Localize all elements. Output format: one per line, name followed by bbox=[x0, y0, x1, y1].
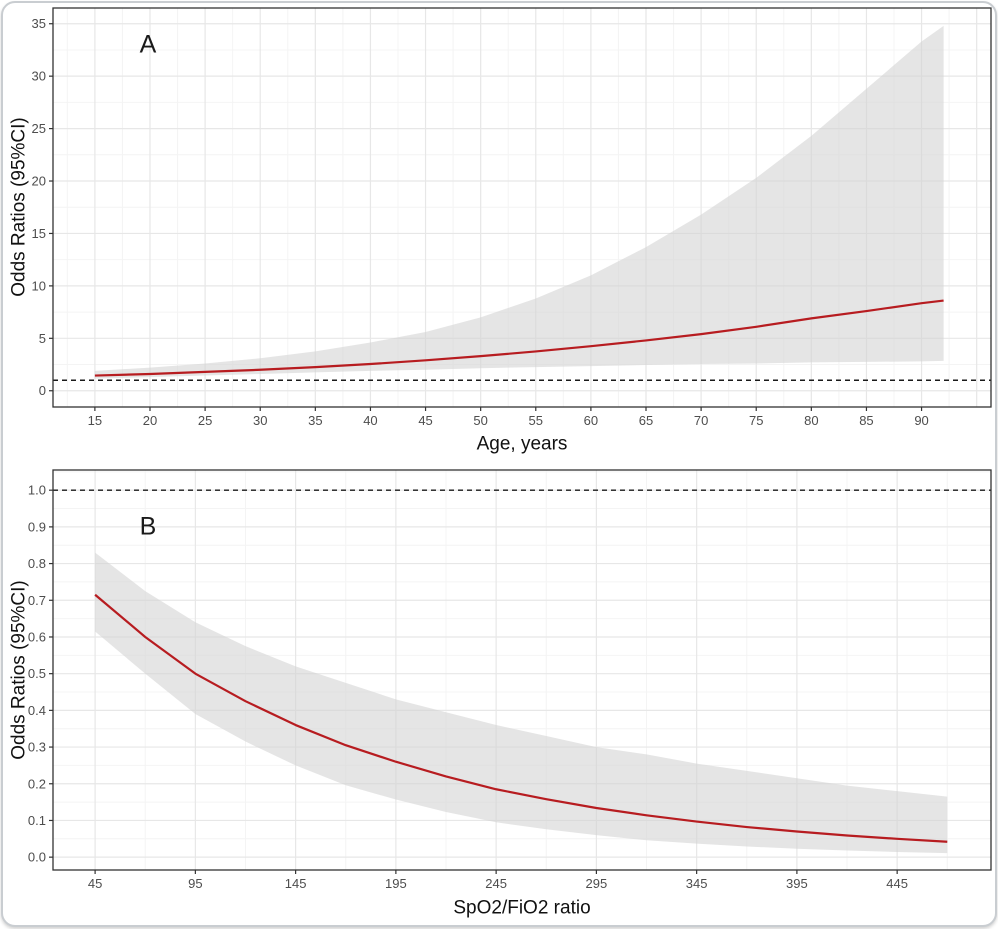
x-tick-label: 45 bbox=[88, 876, 102, 891]
y-tick-label: 0.4 bbox=[28, 703, 46, 718]
x-tick-label: 345 bbox=[686, 876, 708, 891]
x-tick-label: 65 bbox=[639, 413, 653, 428]
y-tick-label: 35 bbox=[32, 16, 46, 31]
panel-b-x-axis-title: SpO2/FiO2 ratio bbox=[453, 897, 591, 919]
x-tick-label: 145 bbox=[285, 876, 307, 891]
panel-border bbox=[52, 7, 992, 408]
x-tick-label: 80 bbox=[804, 413, 818, 428]
panel-a-y-axis-title: Odds Ratios (95%CI) bbox=[8, 117, 30, 297]
y-tick-label: 25 bbox=[32, 121, 46, 136]
x-tick-label: 245 bbox=[485, 876, 507, 891]
y-tick-label: 10 bbox=[32, 278, 46, 293]
y-tick-label: 15 bbox=[32, 226, 46, 241]
y-tick-label: 1.0 bbox=[28, 483, 46, 498]
x-tick-label: 25 bbox=[198, 413, 212, 428]
y-tick-label: 0.1 bbox=[28, 813, 46, 828]
x-tick-label: 195 bbox=[385, 876, 407, 891]
panel-b-letter: B bbox=[139, 512, 157, 541]
x-tick-label: 20 bbox=[143, 413, 157, 428]
y-tick-label: 0.5 bbox=[28, 666, 46, 681]
y-tick-label: 0 bbox=[39, 383, 46, 398]
y-tick-label: 0.3 bbox=[28, 740, 46, 755]
panel-b-plot: 45 95 145 195 245 295 345 395 445 0.0 0.1 0.2 0.3 0.4… bbox=[28, 469, 992, 891]
odds-ratio-line bbox=[94, 299, 944, 377]
x-tick-label: 95 bbox=[188, 876, 202, 891]
y-tick-label: 20 bbox=[32, 174, 46, 189]
x-tick-label: 295 bbox=[586, 876, 608, 891]
x-tick-label: 45 bbox=[418, 413, 432, 428]
confidence-band bbox=[95, 552, 948, 854]
x-tick-label: 55 bbox=[529, 413, 543, 428]
x-tick-label: 70 bbox=[694, 413, 708, 428]
y-tick-label: 0.6 bbox=[28, 629, 46, 644]
y-tick-label: 0.9 bbox=[28, 519, 46, 534]
x-tick-label: 90 bbox=[914, 413, 928, 428]
odds-ratio-line bbox=[94, 593, 948, 843]
x-tick-label: 75 bbox=[749, 413, 763, 428]
y-tick-label: 0.0 bbox=[28, 850, 46, 865]
x-tick-label: 85 bbox=[859, 413, 873, 428]
x-tick-label: 30 bbox=[253, 413, 267, 428]
panel-a-x-axis-title: Age, years bbox=[476, 433, 568, 455]
confidence-band bbox=[94, 25, 944, 379]
x-tick-label: 40 bbox=[363, 413, 377, 428]
panel-a-letter: A bbox=[139, 30, 157, 59]
y-tick-label: 0.7 bbox=[28, 593, 46, 608]
x-tick-label: 395 bbox=[786, 876, 808, 891]
y-tick-label: 0.8 bbox=[28, 556, 46, 571]
x-tick-label: 35 bbox=[308, 413, 322, 428]
panel-a-plot: 15 20 25 30 35 40 45 50 55 60 65 70 75 80 85 90 0 5 10 15 20… bbox=[32, 7, 992, 428]
y-tick-label: 30 bbox=[32, 69, 46, 84]
y-tick-label: 5 bbox=[39, 331, 46, 346]
y-tick-label: 0.2 bbox=[28, 776, 46, 791]
x-tick-label: 60 bbox=[584, 413, 598, 428]
x-tick-label: 15 bbox=[88, 413, 102, 428]
x-tick-label: 445 bbox=[886, 876, 908, 891]
x-tick-label: 50 bbox=[473, 413, 487, 428]
panel-b-y-axis-title: Odds Ratios (95%CI) bbox=[8, 580, 30, 760]
panel-border bbox=[52, 469, 992, 871]
